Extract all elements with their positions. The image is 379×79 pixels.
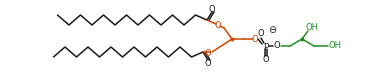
Text: OH: OH: [305, 23, 318, 32]
Text: O: O: [258, 29, 264, 38]
Text: O: O: [205, 49, 211, 58]
Text: OH: OH: [329, 41, 341, 50]
Text: O: O: [205, 59, 211, 67]
Text: O: O: [252, 35, 258, 44]
Text: O: O: [263, 56, 269, 64]
Text: O: O: [274, 41, 280, 50]
Text: P: P: [263, 43, 269, 52]
Text: O: O: [209, 5, 215, 14]
Text: ⊖: ⊖: [268, 25, 276, 35]
Text: O: O: [215, 20, 221, 29]
